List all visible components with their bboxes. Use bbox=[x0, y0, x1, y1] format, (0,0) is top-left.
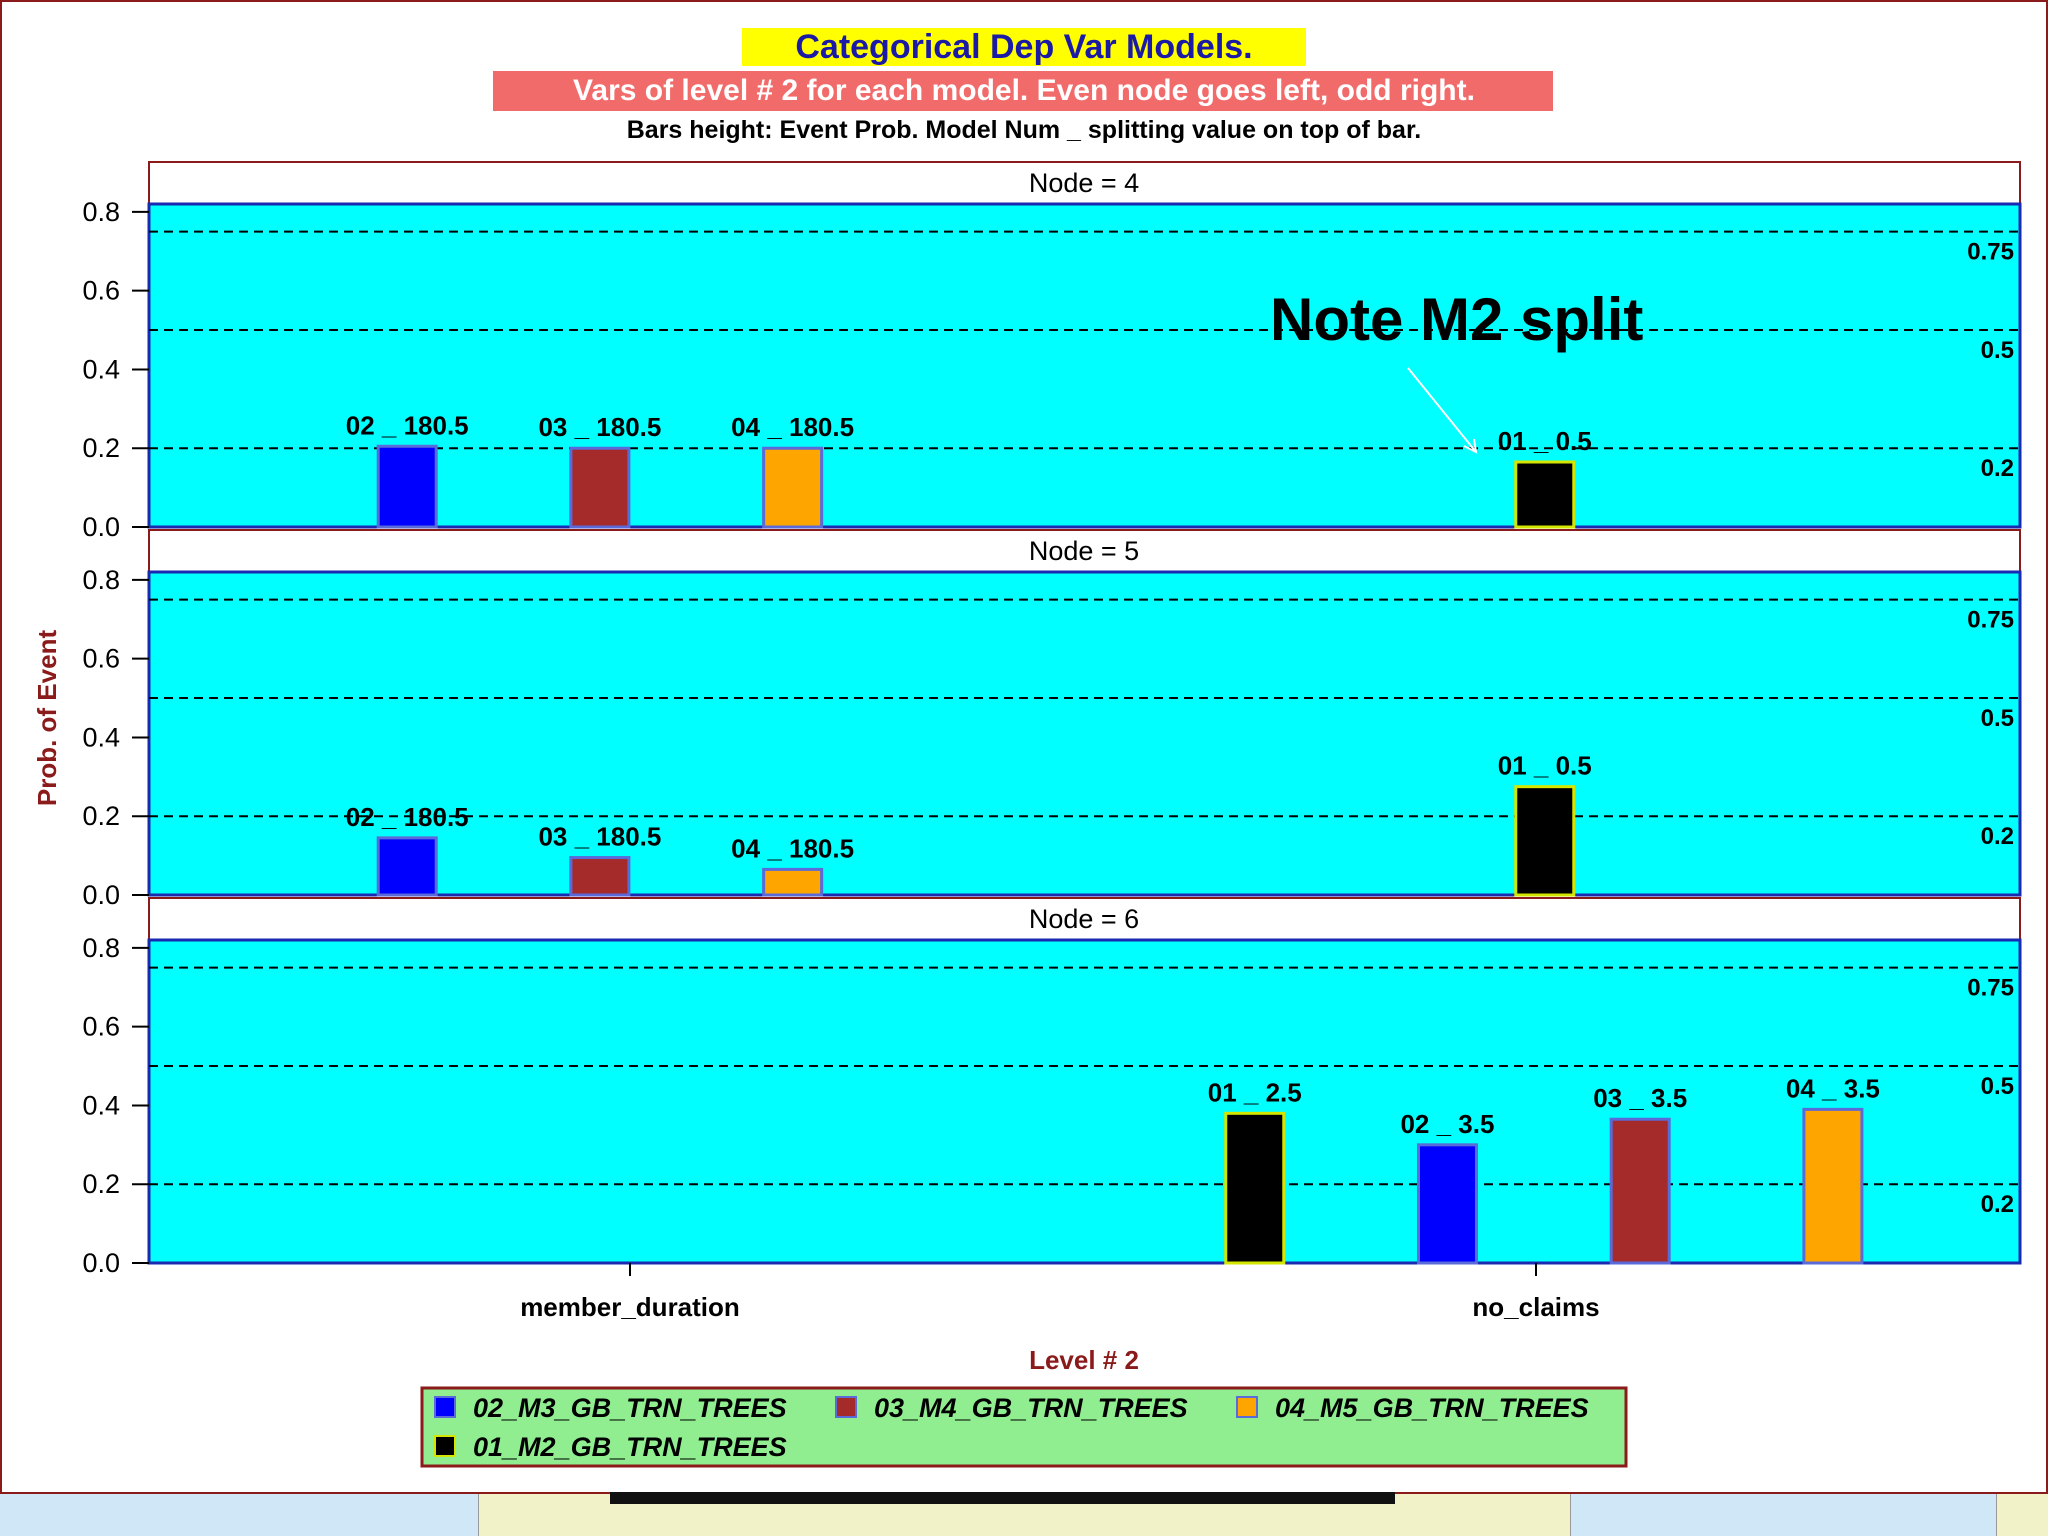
y-tick-label: 0.8 bbox=[82, 565, 120, 595]
panel-plot-area bbox=[147, 570, 2022, 897]
annotation-arrowhead bbox=[1463, 438, 1478, 454]
bar bbox=[1802, 1107, 1864, 1265]
legend-item: 03_M4_GB_TRN_TREES bbox=[874, 1393, 1188, 1423]
bar-label: 01 _ 0.5 bbox=[1498, 751, 1592, 781]
y-tick-label: 0.4 bbox=[82, 722, 120, 752]
reference-line-label: 0.75 bbox=[1967, 239, 2014, 266]
y-tick-label: 0.6 bbox=[82, 1012, 120, 1042]
legend-item: 04_M5_GB_TRN_TREES bbox=[1275, 1393, 1589, 1423]
y-tick-label: 0.6 bbox=[82, 276, 120, 306]
bar bbox=[569, 856, 631, 897]
bar-label: 02 _ 3.5 bbox=[1400, 1109, 1494, 1139]
bar bbox=[569, 446, 631, 529]
bar bbox=[376, 836, 438, 897]
bar bbox=[762, 446, 824, 529]
reference-line-label: 0.2 bbox=[1981, 455, 2014, 482]
legend-swatch bbox=[434, 1435, 456, 1457]
annotation-arrow bbox=[1407, 367, 1477, 453]
reference-line-label: 0.5 bbox=[1981, 337, 2014, 364]
chart-caption: Bars height: Event Prob. Model Num _ spl… bbox=[627, 116, 1422, 144]
bar-label: 03 _ 3.5 bbox=[1593, 1083, 1687, 1113]
panel-strip-label: Node = 4 bbox=[1029, 168, 1139, 198]
legend-item: 01_M2_GB_TRN_TREES bbox=[473, 1432, 787, 1462]
y-tick-label: 0.2 bbox=[82, 1169, 120, 1199]
footer-bar bbox=[610, 1492, 1395, 1504]
y-tick-label: 0.6 bbox=[82, 644, 120, 674]
bar-label: 01 _ 0.5 bbox=[1498, 426, 1592, 456]
x-tick-label: no_claims bbox=[1472, 1292, 1599, 1322]
bar-label: 04 _ 180.5 bbox=[731, 412, 854, 442]
legend-item: 02_M3_GB_TRN_TREES bbox=[473, 1393, 787, 1423]
chart-subtitle: Vars of level # 2 for each model. Even n… bbox=[573, 74, 1475, 107]
panel-strip-label: Node = 6 bbox=[1029, 904, 1139, 934]
bar-label: 04 _ 180.5 bbox=[731, 833, 854, 863]
legend: 02_M3_GB_TRN_TREES 03_M4_GB_TRN_TREES 04_M… bbox=[420, 1386, 1628, 1468]
bar-label: 02 _ 180.5 bbox=[346, 410, 469, 440]
reference-line-label: 0.2 bbox=[1981, 1191, 2014, 1218]
bar-label: 02 _ 180.5 bbox=[346, 802, 469, 832]
y-tick-label: 0.0 bbox=[82, 1248, 120, 1278]
bar bbox=[1416, 1143, 1478, 1265]
bar bbox=[1514, 785, 1576, 897]
y-tick-label: 0.8 bbox=[82, 933, 120, 963]
legend-swatch bbox=[434, 1396, 456, 1418]
footer-right-panel bbox=[1570, 1494, 1997, 1536]
bar bbox=[762, 867, 824, 897]
y-tick-label: 0.0 bbox=[82, 512, 120, 542]
panel-strip bbox=[148, 897, 2021, 941]
reference-line-label: 0.5 bbox=[1981, 705, 2014, 732]
y-tick-label: 0.2 bbox=[82, 433, 120, 463]
reference-line-label: 0.2 bbox=[1981, 823, 2014, 850]
panel-strip-label: Node = 5 bbox=[1029, 536, 1139, 566]
reference-line-label: 0.75 bbox=[1967, 975, 2014, 1002]
reference-line-label: 0.5 bbox=[1981, 1073, 2014, 1100]
bar-label: 04 _ 3.5 bbox=[1786, 1073, 1880, 1103]
legend-swatch bbox=[1236, 1396, 1258, 1418]
bar-label: 03 _ 180.5 bbox=[538, 412, 661, 442]
bar bbox=[376, 444, 438, 529]
bar-label: 01 _ 2.5 bbox=[1208, 1077, 1302, 1107]
bar bbox=[1609, 1117, 1671, 1265]
bar-label: 03 _ 180.5 bbox=[538, 822, 661, 852]
legend-box bbox=[420, 1386, 1628, 1468]
x-tick-label: member_duration bbox=[520, 1292, 740, 1322]
legend-swatch bbox=[835, 1396, 857, 1418]
panel-node-6: Node = 6 0.75 0.5 0.2 0.0 0.2 0.4 0.6 0.8 01 _ 2.… bbox=[82, 897, 2022, 1278]
x-axis-categories: member_duration no_claims bbox=[520, 1263, 1600, 1322]
bar bbox=[1224, 1111, 1286, 1265]
y-tick-label: 0.2 bbox=[82, 801, 120, 831]
y-axis-label: Prob. of Event bbox=[32, 630, 62, 807]
y-tick-label: 0.4 bbox=[82, 354, 120, 384]
y-tick-label: 0.4 bbox=[82, 1090, 120, 1120]
reference-line-label: 0.75 bbox=[1967, 607, 2014, 634]
bar bbox=[1514, 460, 1576, 529]
title-highlight bbox=[742, 28, 1306, 66]
chart-panels: Node = 4 0.75 0.5 0.2 0.0 0.2 0.4 0.6 0.8 02 _ 18… bbox=[82, 161, 2022, 1278]
panel-plot-area bbox=[147, 938, 2022, 1265]
panel-node-4: Node = 4 0.75 0.5 0.2 0.0 0.2 0.4 0.6 0.8 02 _ 18… bbox=[82, 161, 2022, 542]
y-tick-label: 0.0 bbox=[82, 880, 120, 910]
panel-node-5: Node = 5 0.75 0.5 0.2 0.0 0.2 0.4 0.6 0.8 02 _ 18… bbox=[82, 529, 2022, 910]
subtitle-highlight bbox=[493, 71, 1553, 111]
chart-title: Categorical Dep Var Models. bbox=[795, 28, 1252, 66]
panel-plot-area bbox=[147, 202, 2022, 529]
y-tick-label: 0.8 bbox=[82, 197, 120, 227]
annotation-text: Note M2 split bbox=[1270, 286, 1643, 353]
x-axis-label: Level # 2 bbox=[1029, 1345, 1139, 1375]
footer-left-panel bbox=[0, 1494, 479, 1536]
